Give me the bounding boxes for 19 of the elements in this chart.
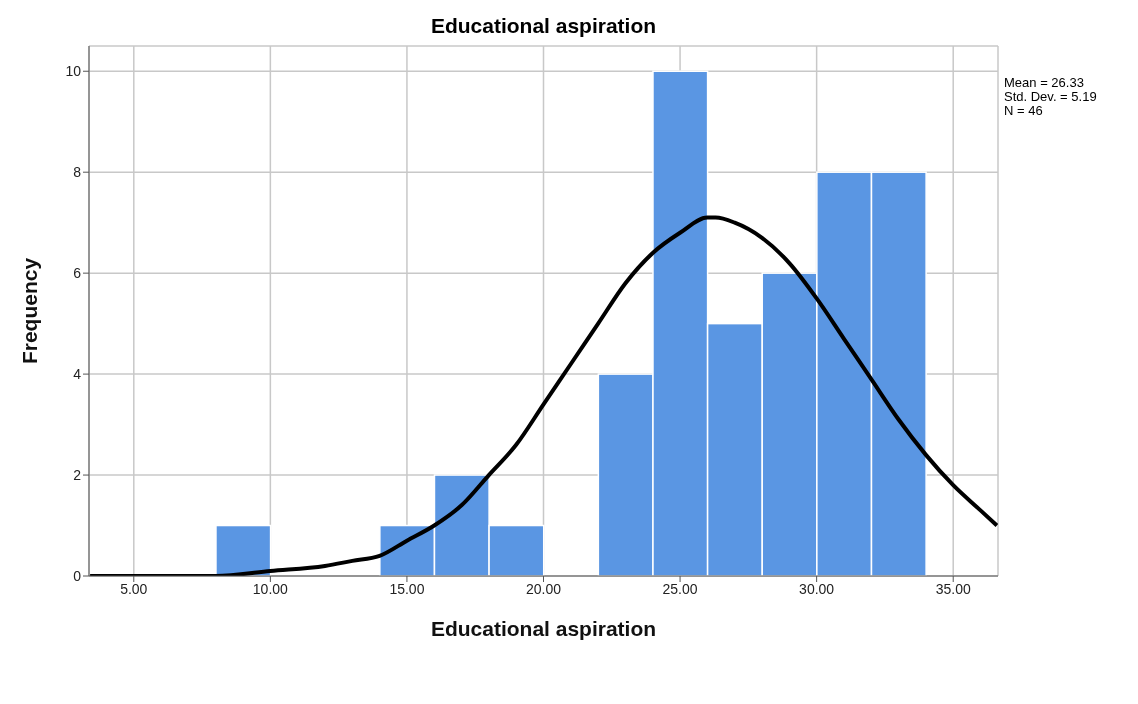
x-axis-title: Educational aspiration: [430, 617, 657, 640]
x-tick-label: 25.00: [662, 580, 698, 597]
y-tick-label: 10: [65, 63, 82, 80]
text: N = 46: [1004, 103, 1044, 118]
y-tick-label: 0: [73, 567, 82, 584]
x-tick-label: 5.00: [120, 580, 148, 597]
x-tick-label: 10.00: [252, 580, 289, 597]
x-tick-label: 15.00: [389, 580, 425, 597]
x-tick-label: 20.00: [525, 580, 562, 597]
y-tick-label: 6: [73, 265, 82, 282]
chart-title: Educational aspiration: [429, 14, 658, 38]
x-tick-label: 35.00: [935, 580, 971, 597]
y-tick-label: 2: [73, 467, 82, 484]
text: Std. Dev. = 5.19: [1004, 89, 1097, 104]
y-axis-title: Frequency: [18, 257, 42, 365]
y-tick-label: 4: [73, 366, 82, 383]
text: Mean = 26.33: [1004, 75, 1085, 90]
x-tick-label: 30.00: [799, 580, 835, 597]
y-tick-label: 8: [73, 164, 82, 181]
